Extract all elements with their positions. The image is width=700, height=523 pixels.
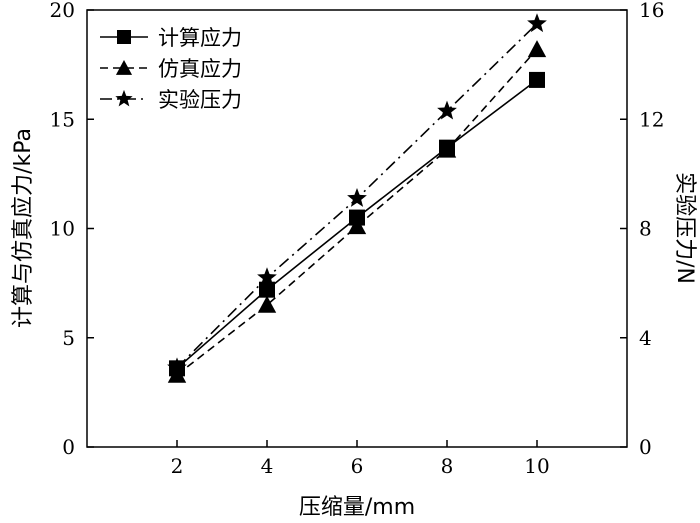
series-line-2 [176,48,538,376]
series-2-point [437,140,457,158]
series-2-point [167,365,187,383]
x-tick-label: 8 [441,454,454,478]
x-tick-label: 6 [351,454,364,478]
y2-axis-title: 实验压力/N [672,172,697,284]
series-2-point [527,40,547,58]
y-axis-title: 计算与仿真应力/kPa [11,128,36,328]
series-3-point [257,267,277,287]
y2-tick-label: 8 [639,217,652,241]
y2-tick-label: 4 [639,326,652,350]
series-2-point [347,217,367,235]
y-tick-label: 5 [62,326,75,350]
legend-label-3: 实验压力 [158,88,242,112]
series-1-point [529,71,545,88]
y2-tick-label: 12 [639,107,664,131]
series-3-point [437,100,457,120]
series-3-point [167,357,187,377]
y-tick-label: 20 [50,0,75,22]
y-tick-label: 0 [62,435,75,459]
legend-marker-3 [115,89,133,107]
x-tick-label: 10 [524,454,549,478]
series-3-point [347,188,367,207]
series-3-point [527,13,547,33]
x-tick-label: 4 [261,454,274,478]
legend-label-1: 计算应力 [158,26,242,50]
y2-tick-label: 0 [639,435,652,459]
y2-tick-label: 16 [639,0,664,22]
series-2-point [257,295,277,313]
series-1-point [259,281,275,298]
legend-marker-1 [117,30,131,44]
legend-marker-2 [115,59,133,75]
y-tick-label: 15 [50,107,75,131]
legend-label-2: 仿真应力 [158,57,242,81]
y-tick-label: 10 [50,217,75,241]
x-axis-title: 压缩量/mm [299,495,415,520]
x-tick-label: 2 [171,454,184,478]
